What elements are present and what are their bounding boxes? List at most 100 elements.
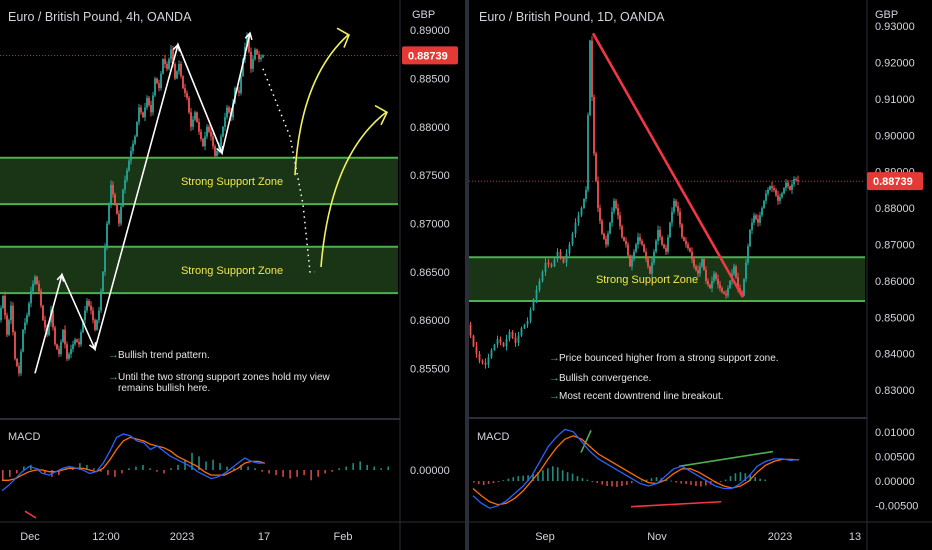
candle-body xyxy=(707,280,709,285)
macd-histogram-bar xyxy=(586,479,589,482)
candle-body xyxy=(124,180,126,190)
macd-histogram-bar xyxy=(156,470,158,472)
candle-body xyxy=(717,279,719,285)
macd-histogram-bar xyxy=(359,461,361,470)
candle-body xyxy=(240,76,242,93)
candle-body xyxy=(795,178,797,181)
macd-histogram-bar xyxy=(665,479,668,482)
candle-body xyxy=(593,97,595,154)
trend-zigzag-line xyxy=(34,32,251,374)
candle-body xyxy=(10,305,12,321)
trend-arrow-head xyxy=(244,31,253,41)
candle-body xyxy=(44,320,46,328)
candle-body xyxy=(106,223,108,248)
macd-histogram-bar xyxy=(121,470,123,474)
candle-body xyxy=(36,276,38,284)
macd-histogram-bar xyxy=(100,470,102,472)
macd-histogram-bar xyxy=(621,481,623,486)
candle-body xyxy=(152,95,154,113)
candle-body xyxy=(18,366,20,374)
currency-label: GBP xyxy=(875,9,898,21)
candle-body xyxy=(252,59,254,69)
candle-body xyxy=(765,193,767,201)
candle-body xyxy=(599,208,601,221)
divergence-arrow xyxy=(630,500,722,508)
price-tick-label: 0.88000 xyxy=(875,203,915,215)
macd-histogram-bar xyxy=(373,466,376,470)
macd-histogram-bar xyxy=(366,464,368,470)
macd-histogram-bar xyxy=(487,481,490,485)
candle-body xyxy=(78,341,80,345)
candle-body xyxy=(120,206,122,224)
macd-histogram-bar xyxy=(616,481,618,487)
candle-body xyxy=(108,204,110,224)
candle-body xyxy=(783,188,785,194)
candle-body xyxy=(210,131,212,137)
macd-histogram-bar xyxy=(566,472,569,482)
macd-histogram-bar xyxy=(380,468,383,470)
candle-body xyxy=(623,237,625,241)
candle-body xyxy=(541,271,544,281)
candle-body xyxy=(771,186,773,189)
macd-histogram-bar xyxy=(58,470,60,476)
candle-body xyxy=(92,310,94,321)
candle-body xyxy=(40,291,42,306)
macd-line xyxy=(472,428,800,509)
candle-body xyxy=(571,233,574,245)
macd-histogram-bar xyxy=(759,478,761,482)
macd-label: MACD xyxy=(477,431,509,443)
candle-body xyxy=(637,237,639,245)
candle-body xyxy=(526,320,529,325)
candle-body xyxy=(154,78,156,96)
candle-body xyxy=(122,189,124,207)
candle-body xyxy=(789,186,791,190)
candle-body xyxy=(773,188,775,190)
time-tick-label: 12:00 xyxy=(92,531,120,543)
macd-histogram-bar xyxy=(655,477,658,482)
price-tick-label: 0.90000 xyxy=(875,130,915,142)
candle-body xyxy=(204,136,206,147)
annotation-text: Bullish trend pattern. xyxy=(118,350,210,361)
candle-body xyxy=(715,273,717,280)
candle-body xyxy=(136,122,138,137)
candle-body xyxy=(589,40,591,116)
candle-body xyxy=(562,257,565,263)
candle-body xyxy=(580,208,583,216)
currency-label: GBP xyxy=(412,9,435,21)
candle-body xyxy=(675,200,677,207)
candle-body xyxy=(757,219,759,223)
candle-body xyxy=(168,59,170,69)
macd-histogram-bar xyxy=(705,481,707,486)
candle-body xyxy=(695,266,697,270)
macd-histogram-bar xyxy=(296,470,298,477)
macd-histogram-bar xyxy=(680,481,682,484)
macd-histogram-bar xyxy=(247,466,249,470)
price-tick-label: 0.84000 xyxy=(875,349,915,361)
candle-body xyxy=(178,64,180,72)
macd-histogram-bar xyxy=(527,475,529,482)
candle-body xyxy=(621,226,623,238)
candle-body xyxy=(633,251,635,260)
candle-body xyxy=(663,244,665,249)
macd-histogram-bar xyxy=(492,481,495,484)
green-arrow-icon: → xyxy=(549,352,560,364)
candle-body xyxy=(472,335,475,347)
candle-body xyxy=(547,262,550,265)
candle-body xyxy=(591,40,593,98)
macd-histogram-bar xyxy=(282,470,284,477)
macd-histogram-bar xyxy=(591,481,594,483)
candle-body xyxy=(206,126,208,137)
time-tick-label: Feb xyxy=(334,531,353,543)
candle-body xyxy=(60,341,62,354)
candle-body xyxy=(701,259,703,267)
time-tick-label: 2023 xyxy=(170,531,194,543)
candle-body xyxy=(532,299,535,311)
macd-histogram-bar xyxy=(254,468,256,470)
green-arrow-icon: → xyxy=(549,372,560,384)
macd-histogram-bar xyxy=(16,470,18,474)
price-tick-label: 0.86500 xyxy=(410,267,450,279)
candle-body xyxy=(685,240,687,245)
macd-histogram-bar xyxy=(645,479,648,482)
candle-body xyxy=(787,182,789,187)
macd-histogram-bar xyxy=(734,473,737,482)
